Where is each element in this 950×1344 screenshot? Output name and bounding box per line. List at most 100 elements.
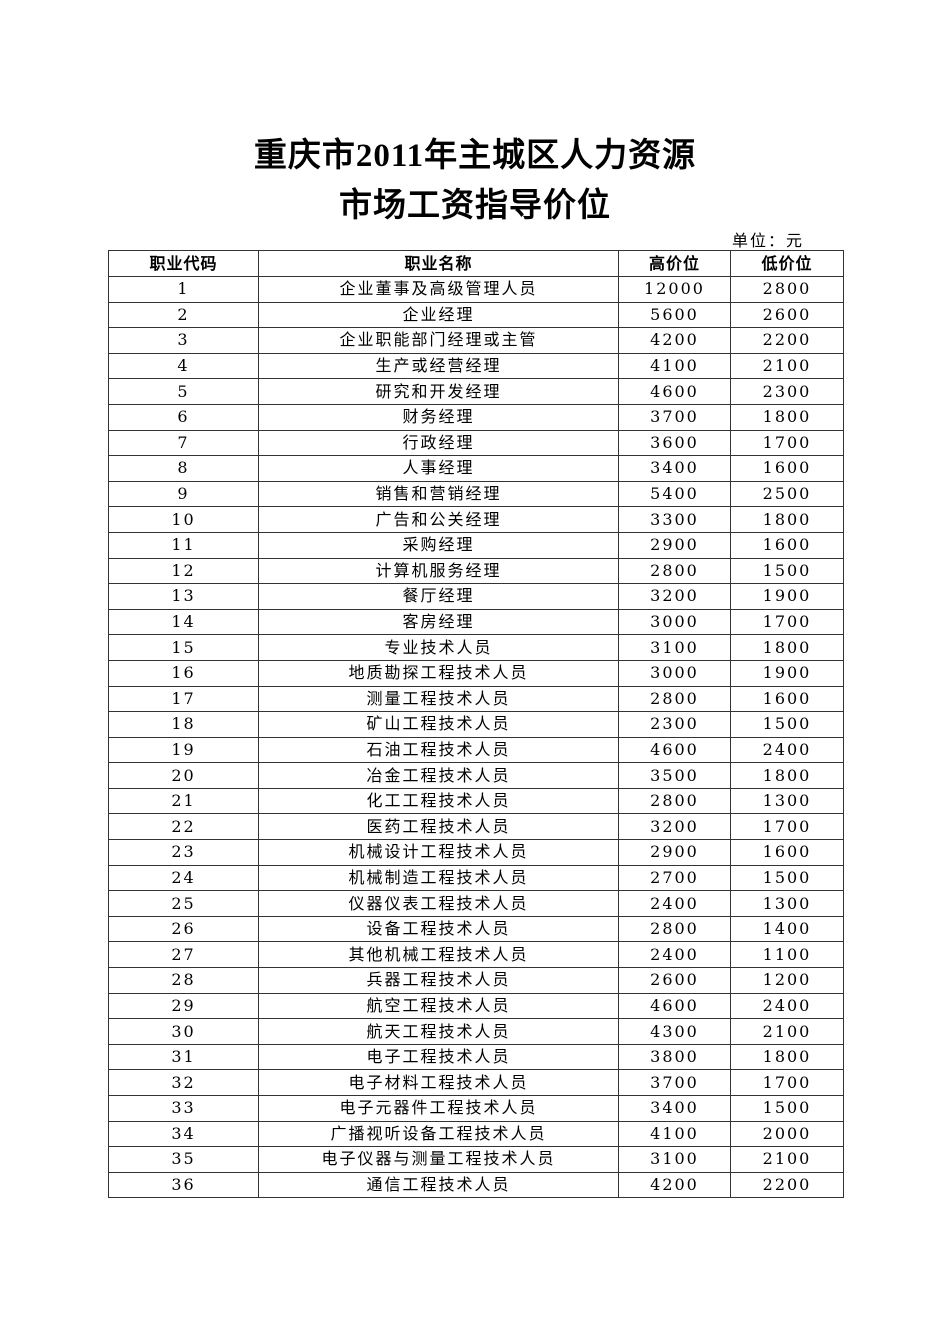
cell-code: 6 — [108, 403, 259, 431]
cell-code: 30 — [108, 1018, 259, 1045]
cell-occupation: 通信工程技术人员 — [258, 1171, 619, 1199]
cell-code: 31 — [108, 1043, 259, 1071]
cell-high-price: 3400 — [618, 1095, 731, 1122]
cell-low-price: 1800 — [730, 403, 844, 431]
cell-low-price: 1500 — [730, 557, 844, 585]
cell-high-price: 4600 — [618, 378, 731, 405]
cell-high-price: 3100 — [618, 1146, 731, 1173]
cell-code: 5 — [108, 378, 259, 405]
cell-code: 13 — [108, 583, 259, 610]
cell-low-price: 1300 — [730, 890, 844, 917]
cell-occupation: 财务经理 — [258, 403, 619, 431]
cell-low-price: 1800 — [730, 762, 844, 789]
cell-high-price: 3400 — [618, 455, 731, 482]
cell-low-price: 1700 — [730, 608, 844, 636]
cell-low-price: 1800 — [730, 1043, 844, 1071]
cell-code: 20 — [108, 762, 259, 789]
table-row: 31 电子工程技术人员 3800 1800 — [108, 1043, 844, 1071]
cell-code: 29 — [108, 992, 259, 1020]
table-row: 5 研究和开发经理 4600 2300 — [108, 378, 844, 405]
cell-low-price: 2800 — [730, 276, 844, 303]
table-body: 1 企业董事及高级管理人员 12000 2800 2 企业经理 5600 2600 3 企业职能部… — [108, 276, 844, 1199]
table-row: 36 通信工程技术人员 4200 2200 — [108, 1171, 844, 1199]
table-row: 22 医药工程技术人员 3200 1700 — [108, 813, 844, 841]
cell-occupation: 采购经理 — [258, 531, 619, 559]
table-row: 10 广告和公关经理 3300 1800 — [108, 506, 844, 533]
cell-occupation: 销售和营销经理 — [258, 480, 619, 508]
cell-low-price: 1500 — [730, 1095, 844, 1122]
cell-high-price: 2300 — [618, 711, 731, 738]
cell-low-price: 2600 — [730, 301, 844, 329]
cell-high-price: 4200 — [618, 1171, 731, 1199]
cell-code: 1 — [108, 276, 259, 303]
cell-low-price: 2100 — [730, 1018, 844, 1045]
cell-code: 4 — [108, 352, 259, 380]
table-row: 30 航天工程技术人员 4300 2100 — [108, 1018, 844, 1045]
cell-code: 2 — [108, 301, 259, 329]
cell-high-price: 2800 — [618, 915, 731, 943]
cell-code: 25 — [108, 890, 259, 917]
cell-code: 10 — [108, 506, 259, 533]
cell-low-price: 2200 — [730, 1171, 844, 1199]
table-row: 4 生产或经营经理 4100 2100 — [108, 352, 844, 380]
cell-low-price: 1900 — [730, 659, 844, 687]
cell-low-price: 1600 — [730, 455, 844, 482]
cell-high-price: 5600 — [618, 301, 731, 329]
cell-occupation: 人事经理 — [258, 455, 619, 482]
cell-high-price: 4600 — [618, 736, 731, 764]
cell-high-price: 3000 — [618, 608, 731, 636]
cell-occupation: 专业技术人员 — [258, 634, 619, 661]
cell-low-price: 2500 — [730, 480, 844, 508]
table-row: 25 仪器仪表工程技术人员 2400 1300 — [108, 890, 844, 917]
cell-high-price: 2800 — [618, 557, 731, 585]
cell-occupation: 设备工程技术人员 — [258, 915, 619, 943]
cell-occupation: 企业职能部门经理或主管 — [258, 327, 619, 354]
cell-code: 19 — [108, 736, 259, 764]
cell-code: 33 — [108, 1095, 259, 1122]
cell-low-price: 2400 — [730, 736, 844, 764]
cell-occupation: 计算机服务经理 — [258, 557, 619, 585]
cell-high-price: 2800 — [618, 787, 731, 815]
cell-high-price: 2400 — [618, 890, 731, 917]
cell-high-price: 3500 — [618, 762, 731, 789]
cell-occupation: 兵器工程技术人员 — [258, 967, 619, 994]
cell-low-price: 1500 — [730, 864, 844, 892]
table-row: 35 电子仪器与测量工程技术人员 3100 2100 — [108, 1146, 844, 1173]
cell-occupation: 地质勘探工程技术人员 — [258, 659, 619, 687]
cell-high-price: 4200 — [618, 327, 731, 354]
cell-occupation: 矿山工程技术人员 — [258, 711, 619, 738]
cell-high-price: 4300 — [618, 1018, 731, 1045]
table-row: 29 航空工程技术人员 4600 2400 — [108, 992, 844, 1020]
cell-code: 21 — [108, 787, 259, 815]
cell-occupation: 航天工程技术人员 — [258, 1018, 619, 1045]
cell-low-price: 1300 — [730, 787, 844, 815]
cell-code: 23 — [108, 839, 259, 866]
cell-code: 22 — [108, 813, 259, 841]
unit-label: 单位：元 — [732, 231, 805, 250]
cell-code: 16 — [108, 659, 259, 687]
cell-low-price: 2400 — [730, 992, 844, 1020]
cell-occupation: 测量工程技术人员 — [258, 685, 619, 713]
cell-low-price: 1100 — [730, 941, 844, 969]
cell-high-price: 3800 — [618, 1043, 731, 1071]
cell-high-price: 5400 — [618, 480, 731, 508]
table-row: 26 设备工程技术人员 2800 1400 — [108, 915, 844, 943]
cell-low-price: 1700 — [730, 813, 844, 841]
header-code: 职业代码 — [108, 250, 259, 277]
cell-high-price: 3000 — [618, 659, 731, 687]
cell-code: 32 — [108, 1069, 259, 1096]
table-row: 17 测量工程技术人员 2800 1600 — [108, 685, 844, 713]
table-row: 16 地质勘探工程技术人员 3000 1900 — [108, 659, 844, 687]
table-row: 2 企业经理 5600 2600 — [108, 301, 844, 329]
cell-low-price: 1700 — [730, 1069, 844, 1096]
header-high: 高价位 — [618, 250, 731, 277]
cell-high-price: 3700 — [618, 403, 731, 431]
cell-high-price: 3700 — [618, 1069, 731, 1096]
cell-occupation: 电子仪器与测量工程技术人员 — [258, 1146, 619, 1173]
cell-occupation: 电子材料工程技术人员 — [258, 1069, 619, 1096]
table-row: 9 销售和营销经理 5400 2500 — [108, 480, 844, 508]
table-row: 33 电子元器件工程技术人员 3400 1500 — [108, 1095, 844, 1122]
cell-low-price: 1400 — [730, 915, 844, 943]
header-name: 职业名称 — [258, 250, 619, 277]
cell-code: 7 — [108, 429, 259, 457]
